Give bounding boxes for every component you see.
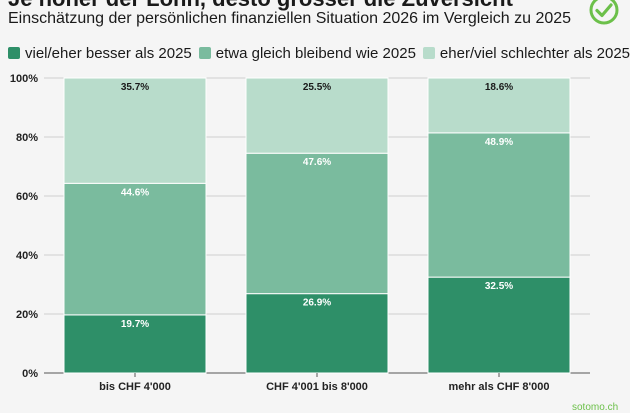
legend-swatch-worse bbox=[422, 47, 435, 59]
x-tick-label-0: bis CHF 4'000 bbox=[99, 381, 171, 393]
legend-label-better: viel/eher besser als 2025 bbox=[25, 44, 192, 62]
chart-subtitle: Einschätzung der persönlichen finanziell… bbox=[8, 10, 572, 27]
y-tick-label-40: 40% bbox=[16, 250, 38, 262]
x-tick-label-2: mehr als CHF 8'000 bbox=[448, 381, 549, 393]
bar-worse-0 bbox=[63, 77, 207, 184]
brand-label: sotomo.ch bbox=[572, 402, 619, 413]
bar-worse-2 bbox=[427, 77, 571, 134]
bar-same-2 bbox=[427, 132, 571, 278]
bar-same-0 bbox=[63, 182, 207, 316]
legend-label-same: etwa gleich bleibend wie 2025 bbox=[215, 44, 416, 62]
data-label-better-1: 26.9% bbox=[303, 298, 331, 309]
chart-title: Je höher der Lohn, desto grösser die Zuv… bbox=[8, 0, 513, 12]
data-label-better-0: 19.7% bbox=[121, 319, 149, 330]
data-label-better-2: 32.5% bbox=[485, 281, 513, 292]
bar-same-1 bbox=[245, 152, 389, 295]
legend-item-same: etwa gleich bleibend wie 2025 bbox=[198, 44, 416, 62]
data-label-worse-2: 18.6% bbox=[485, 82, 513, 93]
y-tick-label-20: 20% bbox=[16, 309, 38, 321]
data-label-worse-0: 35.7% bbox=[121, 82, 149, 93]
bar-better-0 bbox=[63, 314, 207, 374]
bar-better-2 bbox=[427, 276, 571, 374]
legend-label-worse: eher/viel schlechter als 2025 bbox=[439, 44, 630, 62]
y-tick-label-100: 100% bbox=[10, 73, 38, 85]
data-label-worse-1: 25.5% bbox=[303, 82, 331, 93]
check-circle-icon bbox=[589, 0, 619, 25]
legend-item-worse: eher/viel schlechter als 2025 bbox=[422, 44, 630, 62]
data-label-same-2: 48.9% bbox=[485, 137, 513, 148]
data-label-same-0: 44.6% bbox=[121, 187, 149, 198]
y-tick-label-0: 0% bbox=[22, 368, 38, 380]
y-tick-label-60: 60% bbox=[16, 191, 38, 203]
legend: viel/eher besser als 2025 etwa gleich bl… bbox=[8, 43, 630, 63]
legend-swatch-better bbox=[8, 47, 20, 59]
x-tick-label-1: CHF 4'001 bis 8'000 bbox=[266, 381, 368, 393]
bar-worse-1 bbox=[245, 77, 389, 154]
y-tick-label-80: 80% bbox=[16, 132, 38, 144]
legend-swatch-same bbox=[198, 47, 211, 59]
legend-item-better: viel/eher besser als 2025 bbox=[8, 45, 192, 62]
data-label-same-1: 47.6% bbox=[303, 157, 331, 168]
